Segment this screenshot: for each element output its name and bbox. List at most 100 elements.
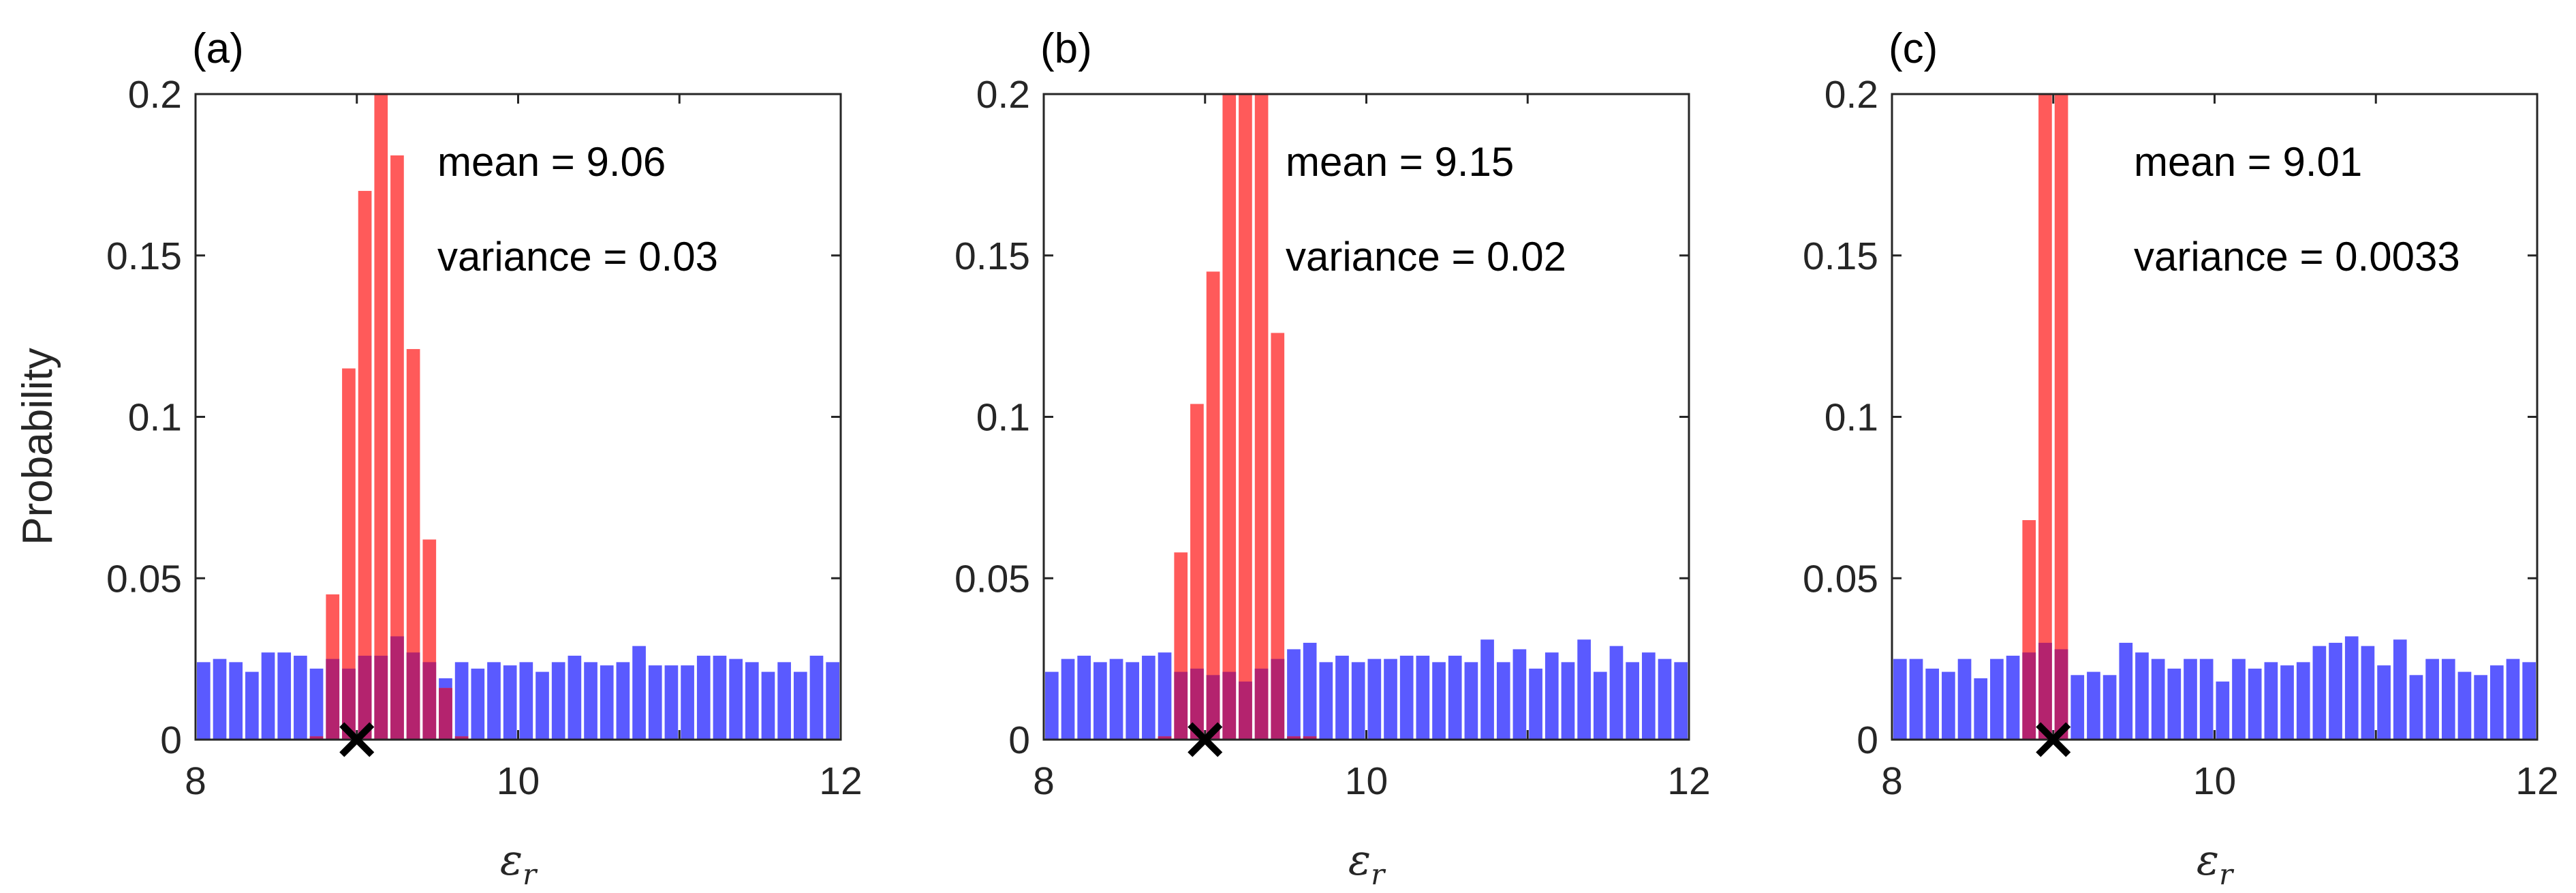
overlap-bar [1271,659,1285,740]
prior-bar [1287,649,1301,740]
marker-stroke [1188,722,1223,757]
prior-bar [1893,659,1907,740]
prior-bar [842,646,856,740]
overlap-bar [1287,736,1301,740]
bars [1045,94,1688,740]
true-value-marker [2036,722,2071,757]
prior-bar [261,652,275,740]
mean-annotation: mean = 9.15 [1286,139,1514,185]
prior-bar [2248,668,2262,740]
overlap-bar [1158,736,1172,740]
x-axis-label: εr [1348,835,1386,891]
panel-label: (a) [192,25,244,72]
overlap-bar [1222,671,1237,740]
prior-bar [584,662,598,740]
prior-bar [632,646,646,740]
prior-bar [1448,655,1462,740]
overlap-bar [1174,671,1188,740]
prior-bar [1909,659,1923,740]
prior-bar [729,659,743,740]
prior-bar [1109,659,1123,740]
prior-bar [2474,675,2487,740]
prior-bar [2393,639,2407,740]
x-tick-label: 8 [1881,759,1903,803]
prior-bar [551,662,565,740]
overlap-bar [374,655,388,740]
true-value-marker [1188,722,1223,757]
prior-bar [1512,649,1527,740]
prior-bar [2441,659,2455,740]
y-tick-label: 0 [1008,718,1030,762]
prior-bar [454,662,469,740]
prior-bar [1319,662,1333,740]
prior-bar [2167,668,2182,740]
prior-bar [1158,652,1172,740]
overlap-bar [1254,668,1269,740]
posterior-bar [1206,271,1220,740]
prior-bar [1974,678,1988,740]
overlap-bar [390,636,404,740]
prior-bar [1561,662,1575,740]
y-tick-label: 0.15 [955,234,1030,278]
y-tick-label: 0.05 [1803,557,1878,601]
posterior-bar [1254,94,1269,740]
y-tick-label: 0.15 [106,234,182,278]
y-tick-label: 0.05 [955,557,1030,601]
axes-box [1042,93,1690,741]
prior-bar [1593,671,1607,740]
prior-bar [600,665,614,740]
x-axis-label: εr [500,835,538,891]
y-tick-label: 0.05 [106,557,182,601]
prior-bar [2087,671,2100,740]
overlap-bar [1190,668,1204,740]
overlap-bar [309,736,324,740]
prior-bar [519,662,533,740]
prior-bar [277,652,292,740]
prior-bar [2264,662,2278,740]
prior-bar [793,671,807,740]
posterior-bar [2038,94,2052,740]
prior-bar [1957,659,1972,740]
posterior-bar [374,94,388,740]
y-tick-label: 0.2 [976,73,1030,117]
axes-box [1891,93,2539,741]
prior-bar [568,655,582,740]
y-tick-label: 0.1 [128,396,182,440]
prior-bar [1384,659,1397,740]
prior-bar [2102,675,2117,740]
prior-bar [681,665,694,740]
overlap-bar [1303,736,1317,740]
y-tick-label: 0.2 [128,73,182,117]
overlap-bar [2022,652,2036,740]
x-axis-label: εr [2197,835,2235,891]
prior-bar [648,665,662,740]
x-tick-label: 12 [1667,759,1710,803]
y-tick-label: 0.1 [976,396,1030,440]
prior-bar [1061,659,1075,740]
prior-bar [1545,652,1559,740]
prior-bar [1077,655,1091,740]
prior-bar [809,655,824,740]
variance-annotation: variance = 0.03 [437,234,718,279]
prior-bar [197,662,211,740]
y-tick-label: 0 [160,718,182,762]
prior-bar [1416,655,1430,740]
variance-annotation: variance = 0.02 [1286,234,1566,279]
posterior-bar [2054,94,2068,740]
prior-bar [1399,655,1414,740]
prior-bar [1480,639,1494,740]
prior-bar [777,662,791,740]
x-tick-label: 12 [2515,759,2558,803]
overlap-bar [342,668,356,740]
x-axis-label-subscript: r [1371,858,1386,891]
prior-bar [2070,675,2085,740]
panels: 0 0.05 0.1 0.15 0.2 8 10 12 εr (a) mean = 9.06 vari… [106,25,2559,891]
chart-panel: 0 0.05 0.1 0.15 0.2 8 10 12 εr (a) mean = 9.06 vari… [106,25,863,891]
mean-annotation: mean = 9.06 [437,139,666,185]
x-axis-label-subscript: r [523,858,538,891]
prior-bar [245,671,259,740]
prior-bar [2199,659,2214,740]
prior-bar [2377,665,2391,740]
prior-bar [1496,662,1510,740]
